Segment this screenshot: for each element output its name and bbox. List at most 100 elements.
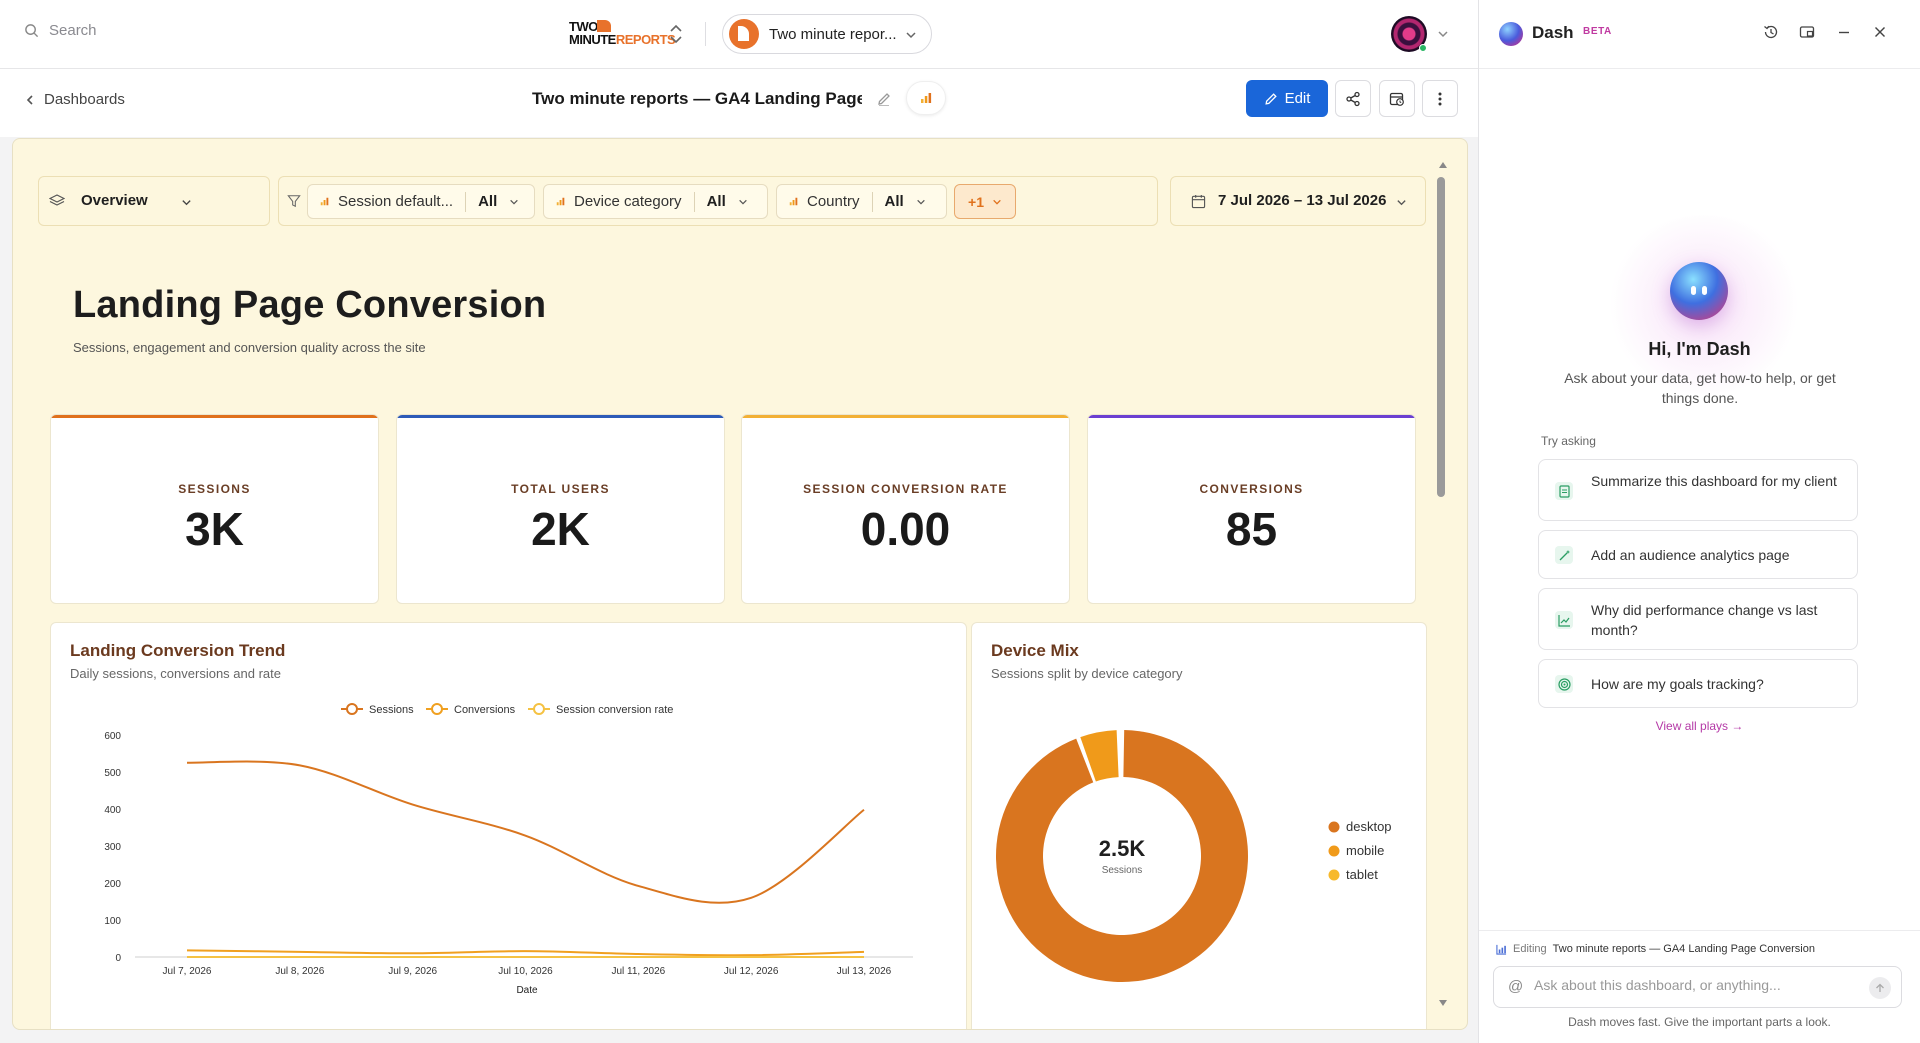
card-subtitle: Sessions split by device category xyxy=(991,666,1183,681)
kpi-accent-bar xyxy=(397,415,724,418)
donut-slice-desktop[interactable] xyxy=(996,730,1248,982)
legend-label[interactable]: Conversions xyxy=(454,704,516,716)
view-all-plays-link[interactable]: View all plays → xyxy=(1655,719,1744,733)
date-range-picker[interactable]: 7 Jul 2026 – 13 Jul 2026 xyxy=(1170,176,1426,226)
magic-wand-icon xyxy=(1555,546,1573,564)
scroll-down-arrow-icon[interactable] xyxy=(1438,999,1448,1007)
suggestion-text: How are my goals tracking? xyxy=(1591,676,1764,692)
filter-funnel-icon[interactable] xyxy=(287,194,301,208)
page-selector[interactable]: Overview xyxy=(38,176,270,226)
more-options-button[interactable] xyxy=(1422,80,1458,117)
ask-dash-box[interactable]: @ xyxy=(1493,966,1902,1008)
x-tick-label: Jul 8, 2026 xyxy=(275,966,324,977)
scroll-up-arrow-icon[interactable] xyxy=(1438,161,1448,169)
kpi-value: 3K xyxy=(185,503,244,555)
kpi-card-sessions[interactable]: SESSIONS 3K xyxy=(50,414,379,604)
legend-marker xyxy=(1328,845,1340,857)
date-range-value: 7 Jul 2026 – 13 Jul 2026 xyxy=(1218,192,1387,209)
ga-bar-icon xyxy=(320,197,329,206)
page-selector-label: Overview xyxy=(81,192,148,209)
y-tick-label: 200 xyxy=(104,879,121,890)
target-icon xyxy=(1555,675,1573,693)
kpi-accent-bar xyxy=(51,415,378,418)
filter-label: Device category xyxy=(574,193,682,210)
share-icon xyxy=(1346,91,1360,106)
device-donut-chart[interactable]: 2.5K Sessions desktop mobile tablet xyxy=(972,623,1427,1030)
mention-icon[interactable]: @ xyxy=(1508,978,1524,995)
legend-label[interactable]: Sessions xyxy=(369,704,414,716)
account-logo-icon xyxy=(729,19,759,49)
suggestion-audience-page[interactable]: Add an audience analytics page xyxy=(1538,530,1858,579)
divider xyxy=(1479,930,1920,931)
more-filters-button[interactable]: +1 xyxy=(954,184,1016,219)
donut-slice-mobile[interactable] xyxy=(1080,730,1119,782)
dash-intro: Ask about your data, get how-to help, or… xyxy=(1564,370,1836,406)
legend-marker xyxy=(431,703,443,715)
kpi-value: 85 xyxy=(1225,503,1278,555)
bar-chart-icon xyxy=(921,93,932,103)
back-label: Dashboards xyxy=(44,91,125,108)
legend-label[interactable]: desktop xyxy=(1346,819,1392,834)
account-selector[interactable]: Two minute repor... xyxy=(722,14,932,54)
divider xyxy=(705,22,706,46)
chevron-down-icon xyxy=(182,200,191,206)
kpi-card-session-conversion-rate[interactable]: SESSION CONVERSION RATE 0.00 xyxy=(741,414,1070,604)
scrollbar-thumb[interactable] xyxy=(1437,177,1445,497)
legend-marker xyxy=(533,703,545,715)
device-mix-card[interactable]: Device Mix Sessions split by device cate… xyxy=(971,622,1427,1030)
legend-marker xyxy=(1328,821,1340,833)
trend-chart-card[interactable]: Landing Conversion Trend Daily sessions,… xyxy=(50,622,967,1030)
chevron-down-icon[interactable] xyxy=(1437,28,1449,40)
edit-label: Edit xyxy=(1284,90,1311,107)
logo-line1: TWO xyxy=(569,19,598,34)
source-badge[interactable] xyxy=(906,81,946,115)
close-icon[interactable] xyxy=(1872,24,1888,40)
filter-label: Country xyxy=(807,193,860,210)
filter-session-default[interactable]: Session default... All xyxy=(307,184,535,219)
history-icon[interactable] xyxy=(1763,24,1779,40)
filter-value: All xyxy=(884,193,904,210)
calendar-clock-icon xyxy=(1389,92,1404,106)
y-tick-label: 500 xyxy=(104,768,121,779)
suggestion-performance-change[interactable]: Why did performance change vs last month… xyxy=(1538,588,1858,650)
dash-name: Dash xyxy=(1532,23,1574,42)
popout-window-icon[interactable] xyxy=(1799,24,1815,40)
legend-label[interactable]: Session conversion rate xyxy=(556,704,673,716)
chevron-down-icon xyxy=(916,199,925,205)
kpi-card-total-users[interactable]: TOTAL USERS 2K xyxy=(396,414,725,604)
arrow-up-icon xyxy=(1876,983,1884,992)
kpi-value: 2K xyxy=(531,503,590,555)
share-button[interactable] xyxy=(1335,80,1371,117)
document-icon xyxy=(1555,482,1573,500)
switcher-updown-icon[interactable] xyxy=(668,22,684,46)
x-axis-label: Date xyxy=(516,985,538,996)
legend-label[interactable]: tablet xyxy=(1346,867,1378,882)
brand-logo[interactable]: TWO MINUTEREPORTS xyxy=(569,19,676,50)
schedule-button[interactable] xyxy=(1379,80,1415,117)
ga-bar-icon xyxy=(556,197,565,206)
card-subtitle: Daily sessions, conversions and rate xyxy=(70,666,281,681)
kpi-label: SESSION CONVERSION RATE xyxy=(803,482,1008,496)
rename-pencil-icon[interactable] xyxy=(876,91,892,107)
chevron-down-icon xyxy=(510,199,519,205)
edit-button[interactable]: Edit xyxy=(1246,80,1328,117)
filter-device-category[interactable]: Device category All xyxy=(543,184,768,219)
ask-dash-input[interactable] xyxy=(1534,977,1854,993)
beta-badge: BETA xyxy=(1583,26,1612,37)
back-to-dashboards-link[interactable]: Dashboards xyxy=(24,91,125,108)
dash-orb-icon xyxy=(1499,22,1523,46)
chevron-down-icon xyxy=(1397,200,1406,206)
legend-marker xyxy=(1328,869,1340,881)
kpi-card-conversions[interactable]: CONVERSIONS 85 xyxy=(1087,414,1416,604)
series-line[interactable] xyxy=(186,760,865,904)
filter-country[interactable]: Country All xyxy=(776,184,947,219)
suggestion-summarize[interactable]: Summarize this dashboard for my client xyxy=(1538,459,1858,521)
suggestion-goals-tracking[interactable]: How are my goals tracking? xyxy=(1538,659,1858,708)
x-tick-label: Jul 12, 2026 xyxy=(724,966,779,977)
minimize-icon[interactable] xyxy=(1836,24,1852,40)
legend-label[interactable]: mobile xyxy=(1346,843,1384,858)
send-button[interactable] xyxy=(1869,977,1891,999)
search-box[interactable]: Search xyxy=(24,22,97,39)
trend-line-chart[interactable]: 0 100 200 300 400 500 600 Jul 7, 2026 Jul 8, 202… xyxy=(51,623,967,1030)
filter-value: All xyxy=(706,193,726,210)
